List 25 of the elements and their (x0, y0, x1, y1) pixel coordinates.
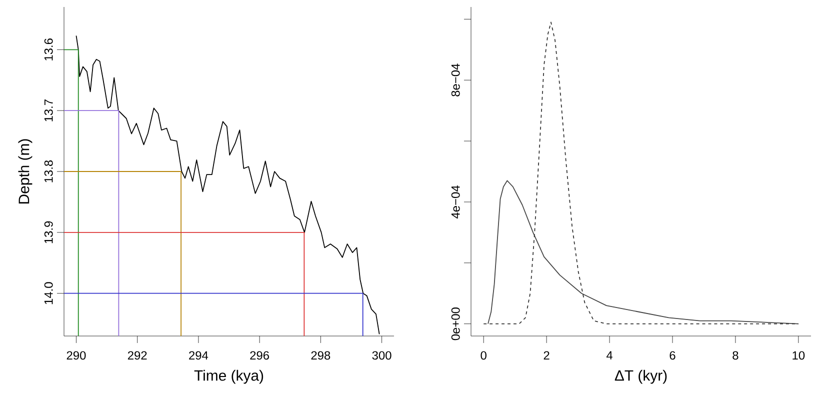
x-tick-label: 294 (189, 351, 208, 360)
x-tick-label: 6 (670, 351, 676, 360)
y-tick-label: 13.6 (44, 38, 53, 60)
x-tick-label: 292 (128, 351, 147, 360)
x-tick-label: 10 (792, 351, 805, 360)
x-tick-label: 2 (544, 351, 550, 360)
x-tick-label: 4 (606, 351, 613, 360)
x-tick-label: 290 (66, 351, 86, 360)
y-tick-label: 13.9 (44, 221, 53, 244)
y-tick-label: 13.7 (44, 100, 53, 122)
x-axis-title: Time (kya) (194, 370, 264, 384)
x-tick-label: 0 (480, 351, 486, 360)
y-tick-label: 0e+00 (451, 307, 460, 340)
line-series (483, 22, 799, 324)
y-tick-label: 14.0 (44, 282, 53, 304)
x-tick-label: 298 (311, 351, 330, 360)
y-axis-title: Depth (m) (18, 139, 32, 204)
x-tick-label: 296 (250, 351, 270, 360)
x-tick-label: 8 (732, 351, 738, 360)
x-tick-label: 300 (372, 351, 392, 360)
y-tick-label: 8e−04 (451, 64, 460, 96)
line-series (488, 180, 799, 324)
y-tick-label: 13.8 (44, 160, 53, 182)
x-axis-title: ΔT (kyr) (614, 370, 667, 384)
y-tick-label: 4e−04 (451, 186, 460, 218)
